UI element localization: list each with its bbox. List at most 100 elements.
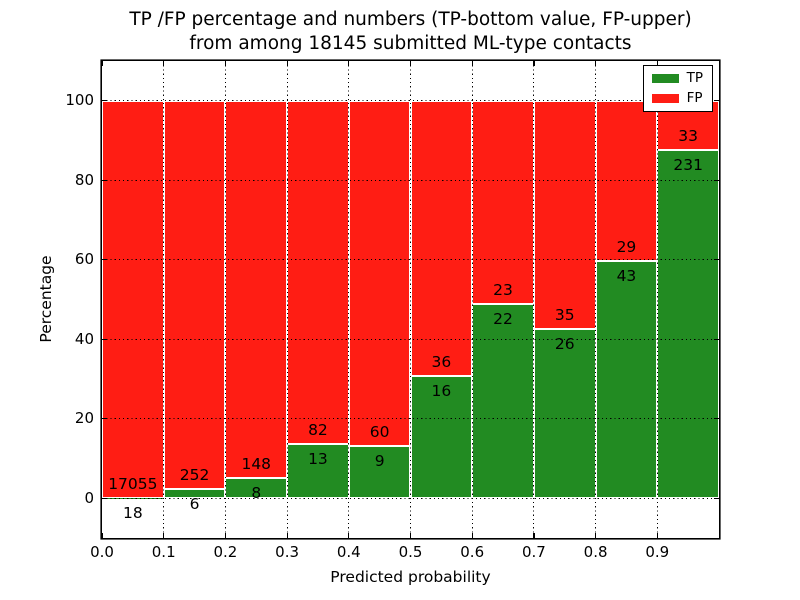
fp-bar-segment	[533, 100, 596, 329]
x-tick-mark	[595, 61, 597, 66]
chart-title-line2: from among 18145 submitted ML-type conta…	[189, 33, 632, 54]
fp-count-label: 82	[308, 420, 328, 439]
y-tick-mark	[714, 259, 719, 261]
fp-bar-segment	[102, 100, 164, 498]
y-tick-mark	[102, 179, 107, 181]
legend-label-fp: FP	[686, 90, 703, 106]
x-gridline	[410, 61, 411, 538]
y-tick-mark	[102, 418, 107, 420]
y-tick-mark	[714, 179, 719, 181]
y-axis-tick-label: 20	[74, 409, 94, 428]
plot-area: TP FP 17055 18 252 6 148 8 82 13 60 9 36 16 23 22 35 26 2…	[101, 61, 719, 538]
x-tick-mark	[101, 61, 103, 66]
fp-count-label: 252	[179, 466, 210, 484]
tp-count-label: 26	[554, 334, 575, 353]
x-tick-mark	[409, 61, 412, 66]
tp-bar-segment	[657, 150, 719, 499]
fp-bar-segment	[225, 100, 288, 478]
y-axis-tick-label: 0	[84, 488, 94, 507]
x-tick-mark	[409, 533, 412, 538]
legend: TP FP	[642, 65, 713, 112]
y-gridline	[102, 259, 719, 261]
fp-bar-segment	[595, 100, 658, 261]
y-axis-tick-label: 40	[74, 329, 94, 348]
tp-count-label: 22	[493, 309, 513, 328]
x-gridline	[224, 61, 226, 538]
legend-swatch-fp	[651, 94, 679, 103]
fp-count-label: 29	[616, 237, 637, 256]
tp-count-label: 43	[616, 266, 637, 285]
legend-entry-fp: FP	[651, 90, 703, 106]
x-gridline	[533, 61, 535, 538]
fp-bar-segment	[163, 100, 226, 489]
x-tick-mark	[471, 61, 473, 66]
x-gridline	[656, 61, 658, 538]
x-tick-mark	[656, 533, 658, 538]
y-gridline	[102, 418, 719, 420]
x-axis-tick-label: 0.4	[336, 543, 361, 561]
x-axis-tick-label: 0.9	[645, 543, 670, 561]
x-axis-tick-label: 0.3	[275, 543, 300, 561]
fp-count-label: 35	[554, 305, 575, 324]
tp-bar-segment	[472, 303, 534, 499]
x-gridline	[163, 61, 165, 538]
y-tick-mark	[714, 338, 719, 340]
y-tick-mark	[102, 259, 107, 261]
x-tick-mark	[348, 61, 350, 66]
y-tick-mark	[714, 418, 719, 420]
y-gridline	[102, 179, 719, 181]
fp-bar-segment	[472, 100, 534, 304]
fp-count-label: 36	[431, 352, 452, 371]
x-axis-tick-label: 0.2	[213, 543, 238, 561]
y-tick-mark	[102, 100, 107, 102]
x-axis-tick-label: 0.1	[151, 543, 176, 561]
x-tick-mark	[595, 533, 597, 538]
tp-count-label: 9	[374, 452, 385, 471]
x-tick-mark	[471, 533, 473, 538]
x-tick-mark	[101, 533, 103, 538]
tp-count-label: 13	[308, 449, 328, 468]
x-tick-mark	[286, 61, 288, 66]
tp-count-label: 6	[189, 495, 200, 513]
legend-entry-tp: TP	[651, 70, 703, 86]
x-gridline	[595, 61, 597, 538]
legend-label-tp: TP	[686, 70, 703, 86]
y-axis-tick-label: 60	[74, 250, 94, 269]
tp-count-label: 231	[673, 156, 703, 175]
x-tick-mark	[163, 533, 165, 538]
x-gridline	[471, 61, 473, 538]
y-gridline	[102, 100, 719, 102]
y-gridline	[102, 497, 719, 499]
x-axis-tick-label: 0.8	[583, 543, 608, 561]
y-gridline	[102, 338, 719, 340]
fp-bar-segment	[410, 100, 473, 376]
fp-count-label: 60	[369, 423, 390, 442]
x-axis-tick-label: 0.6	[460, 543, 485, 561]
tp-bar-segment	[287, 443, 349, 499]
tp-bar-segment	[595, 260, 658, 499]
x-tick-mark	[348, 533, 350, 538]
y-tick-mark	[714, 497, 719, 499]
y-tick-mark	[714, 100, 719, 102]
x-gridline	[348, 61, 350, 538]
tp-bar-segment	[533, 328, 596, 499]
legend-swatch-tp	[651, 74, 679, 83]
fp-count-label: 23	[493, 280, 513, 299]
y-axis-tick-label: 100	[65, 91, 94, 110]
x-tick-mark	[224, 61, 227, 66]
x-axis-tick-label: 0.7	[521, 543, 546, 561]
chart-title: TP /FP percentage and numbers (TP-bottom…	[102, 8, 719, 56]
x-tick-mark	[163, 61, 165, 66]
x-axis-tick-label: 0.5	[398, 543, 423, 561]
fp-count-label: 17055	[108, 474, 158, 493]
x-axis-label: Predicted probability	[330, 568, 491, 586]
y-tick-mark	[102, 338, 107, 340]
x-gridline	[286, 61, 288, 538]
x-tick-mark	[533, 533, 535, 538]
y-tick-mark	[102, 497, 107, 499]
tp-bar-segment	[410, 375, 473, 499]
fp-count-label: 33	[678, 127, 699, 146]
x-tick-mark	[224, 533, 227, 538]
x-tick-mark	[656, 61, 658, 66]
